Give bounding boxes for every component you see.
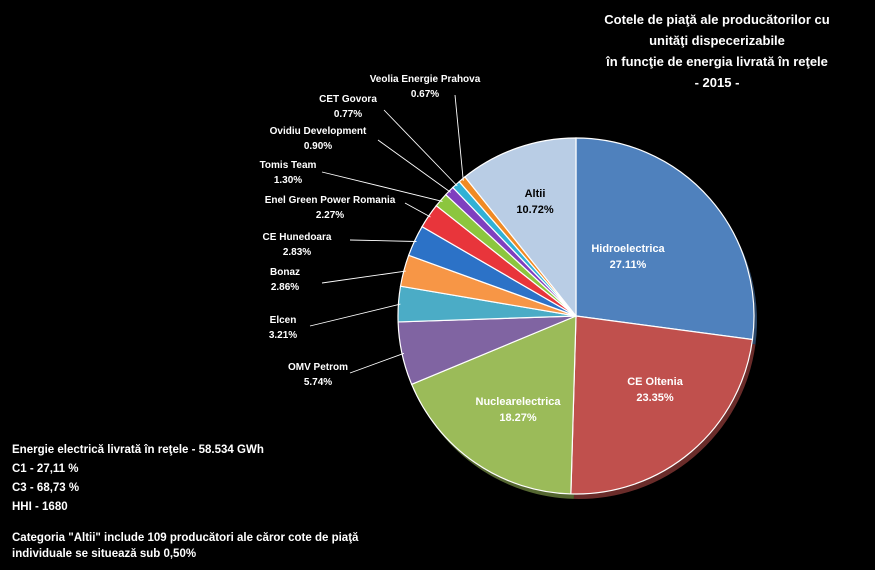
slice-label-ce-oltenia: CE Oltenia: [627, 376, 684, 388]
leader-line-veolia-energie-prahova: [454, 94, 464, 181]
leader-line-tomis-team: [321, 171, 443, 202]
slice-label-omv-petrom: OMV Petrom: [288, 362, 348, 373]
slice-value-tomis-team: 1.30%: [274, 175, 302, 186]
chart-title-line-4: - 2015 -: [695, 75, 740, 90]
leader-line-omv-petrom: [349, 352, 405, 374]
slice-label-bonaz: Bonaz: [270, 267, 300, 278]
leader-line-bonaz: [321, 270, 406, 284]
leader-line-ovidiu-development: [377, 139, 451, 193]
slice-nuclearelectrica: [410, 315, 577, 495]
slice-value-omv-petrom: 5.74%: [304, 377, 332, 388]
note-others: Categoria "Altii" include 109 producător…: [12, 532, 359, 560]
slice-value-nuclearelectrica: 18.27%: [499, 412, 537, 424]
leader-line-elcen: [309, 303, 401, 327]
note-hhi: HHI - 1680: [12, 501, 68, 513]
slice-ce-oltenia: [570, 315, 754, 495]
slice-label-enel-green-power-romania: Enel Green Power Romania: [265, 195, 396, 206]
slice-value-altii: 10.72%: [516, 204, 554, 216]
slice-altii: [464, 137, 577, 318]
slice-value-enel-green-power-romania: 2.27%: [316, 210, 344, 221]
slice-value-elcen: 3.21%: [269, 330, 297, 341]
slice-label-nuclearelectrica: Nuclearelectrica: [476, 396, 562, 408]
slice-label-hidroelectrica: Hidroelectrica: [591, 243, 665, 255]
leader-line-cet-govora: [383, 109, 458, 187]
slice-value-ce-oltenia: 23.35%: [636, 392, 674, 404]
slice-label-tomis-team: Tomis Team: [260, 160, 317, 171]
slice-label-veolia-energie-prahova: Veolia Energie Prahova: [370, 74, 481, 85]
chart-notes: Energie electrică livrată în reţele - 58…: [12, 441, 372, 562]
chart-title-line-3: în funcţie de energia livrată în reţele: [605, 54, 828, 69]
leader-line-enel-green-power-romania: [404, 202, 431, 218]
chart-title-line-2: unităţi dispecerizabile: [649, 33, 785, 48]
slice-label-ce-hunedoara: CE Hunedoara: [263, 232, 332, 243]
slice-label-ovidiu-development: Ovidiu Development: [270, 126, 367, 137]
slice-label-elcen: Elcen: [270, 315, 297, 326]
chart-title-line-1: Cotele de piaţă ale producătorilor cu: [604, 12, 829, 27]
note-energy: Energie electrică livrată în reţele - 58…: [12, 444, 264, 456]
slice-value-hidroelectrica: 27.11%: [610, 259, 647, 271]
slice-value-ovidiu-development: 0.90%: [304, 141, 332, 152]
note-c3: C3 - 68,73 %: [12, 482, 80, 494]
slice-value-veolia-energie-prahova: 0.67%: [411, 89, 439, 100]
note-c1: C1 - 27,11 %: [12, 463, 79, 475]
slice-label-altii: Altii: [525, 188, 546, 200]
slice-label-cet-govora: CET Govora: [319, 94, 377, 105]
slice-value-cet-govora: 0.77%: [334, 109, 362, 120]
chart-title: Cotele de piaţă ale producătorilor cu un…: [604, 12, 829, 90]
leader-line-ce-hunedoara: [349, 239, 417, 242]
slice-value-ce-hunedoara: 2.83%: [283, 247, 311, 258]
slice-hidroelectrica: [575, 137, 755, 341]
slice-value-bonaz: 2.86%: [271, 282, 299, 293]
